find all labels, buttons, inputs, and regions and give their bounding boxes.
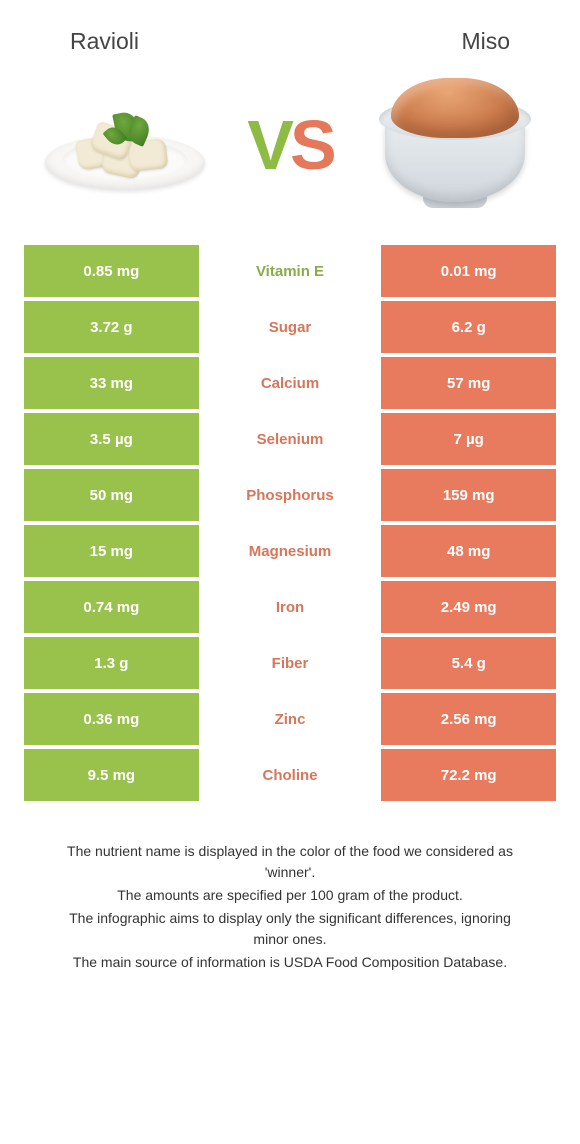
cell-right-value: 57 mg	[381, 357, 556, 409]
header-title-left: Ravioli	[70, 28, 139, 55]
food-image-right	[365, 75, 545, 215]
table-row: 1.3 gFiber5.4 g	[24, 637, 556, 689]
footer-notes: The nutrient name is displayed in the co…	[20, 831, 560, 973]
cell-right-value: 159 mg	[381, 469, 556, 521]
cell-right-value: 48 mg	[381, 525, 556, 577]
cell-nutrient-name: Fiber	[203, 637, 378, 689]
cell-right-value: 72.2 mg	[381, 749, 556, 801]
table-row: 0.36 mgZinc2.56 mg	[24, 693, 556, 745]
table-row: 15 mgMagnesium48 mg	[24, 525, 556, 577]
cell-right-value: 0.01 mg	[381, 245, 556, 297]
cell-left-value: 0.74 mg	[24, 581, 199, 633]
table-row: 33 mgCalcium57 mg	[24, 357, 556, 409]
cell-nutrient-name: Calcium	[203, 357, 378, 409]
food-image-left	[35, 75, 215, 215]
cell-nutrient-name: Sugar	[203, 301, 378, 353]
cell-left-value: 15 mg	[24, 525, 199, 577]
cell-left-value: 1.3 g	[24, 637, 199, 689]
footer-line: The amounts are specified per 100 gram o…	[50, 885, 530, 906]
cell-right-value: 6.2 g	[381, 301, 556, 353]
cell-left-value: 33 mg	[24, 357, 199, 409]
vs-label: VS	[247, 105, 332, 185]
table-row: 3.5 µgSelenium7 µg	[24, 413, 556, 465]
cell-right-value: 5.4 g	[381, 637, 556, 689]
cell-nutrient-name: Iron	[203, 581, 378, 633]
cell-left-value: 9.5 mg	[24, 749, 199, 801]
cell-nutrient-name: Phosphorus	[203, 469, 378, 521]
cell-right-value: 2.49 mg	[381, 581, 556, 633]
cell-right-value: 7 µg	[381, 413, 556, 465]
cell-nutrient-name: Magnesium	[203, 525, 378, 577]
header: Ravioli Miso	[20, 0, 560, 75]
cell-left-value: 50 mg	[24, 469, 199, 521]
table-row: 50 mgPhosphorus159 mg	[24, 469, 556, 521]
vs-v: V	[247, 105, 290, 185]
vs-s: S	[290, 105, 333, 185]
ravioli-illustration	[45, 90, 205, 200]
footer-line: The main source of information is USDA F…	[50, 952, 530, 973]
cell-nutrient-name: Choline	[203, 749, 378, 801]
hero-row: VS	[20, 75, 560, 245]
miso-illustration	[375, 80, 535, 210]
cell-right-value: 2.56 mg	[381, 693, 556, 745]
header-title-right: Miso	[461, 28, 510, 55]
footer-line: The nutrient name is displayed in the co…	[50, 841, 530, 883]
table-row: 0.74 mgIron2.49 mg	[24, 581, 556, 633]
cell-left-value: 0.36 mg	[24, 693, 199, 745]
cell-left-value: 0.85 mg	[24, 245, 199, 297]
cell-left-value: 3.72 g	[24, 301, 199, 353]
cell-nutrient-name: Zinc	[203, 693, 378, 745]
cell-nutrient-name: Selenium	[203, 413, 378, 465]
nutrient-table: 0.85 mgVitamin E0.01 mg3.72 gSugar6.2 g3…	[20, 245, 560, 831]
table-row: 0.85 mgVitamin E0.01 mg	[24, 245, 556, 297]
cell-nutrient-name: Vitamin E	[203, 245, 378, 297]
footer-line: The infographic aims to display only the…	[50, 908, 530, 950]
cell-left-value: 3.5 µg	[24, 413, 199, 465]
table-row: 3.72 gSugar6.2 g	[24, 301, 556, 353]
table-row: 9.5 mgCholine72.2 mg	[24, 749, 556, 801]
